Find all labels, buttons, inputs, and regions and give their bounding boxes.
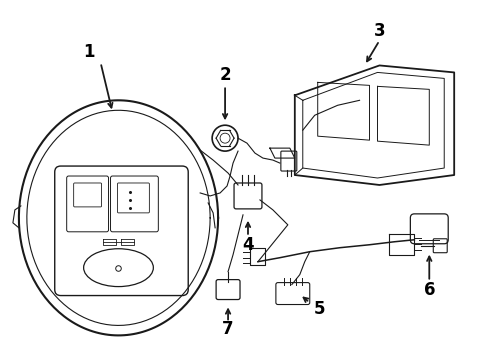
Text: 6: 6: [423, 280, 435, 298]
Text: 1: 1: [83, 44, 95, 62]
Text: 7: 7: [222, 320, 234, 338]
Text: 2: 2: [219, 66, 231, 84]
Text: 4: 4: [242, 236, 254, 254]
Text: 3: 3: [374, 22, 385, 40]
Text: 5: 5: [314, 301, 325, 319]
